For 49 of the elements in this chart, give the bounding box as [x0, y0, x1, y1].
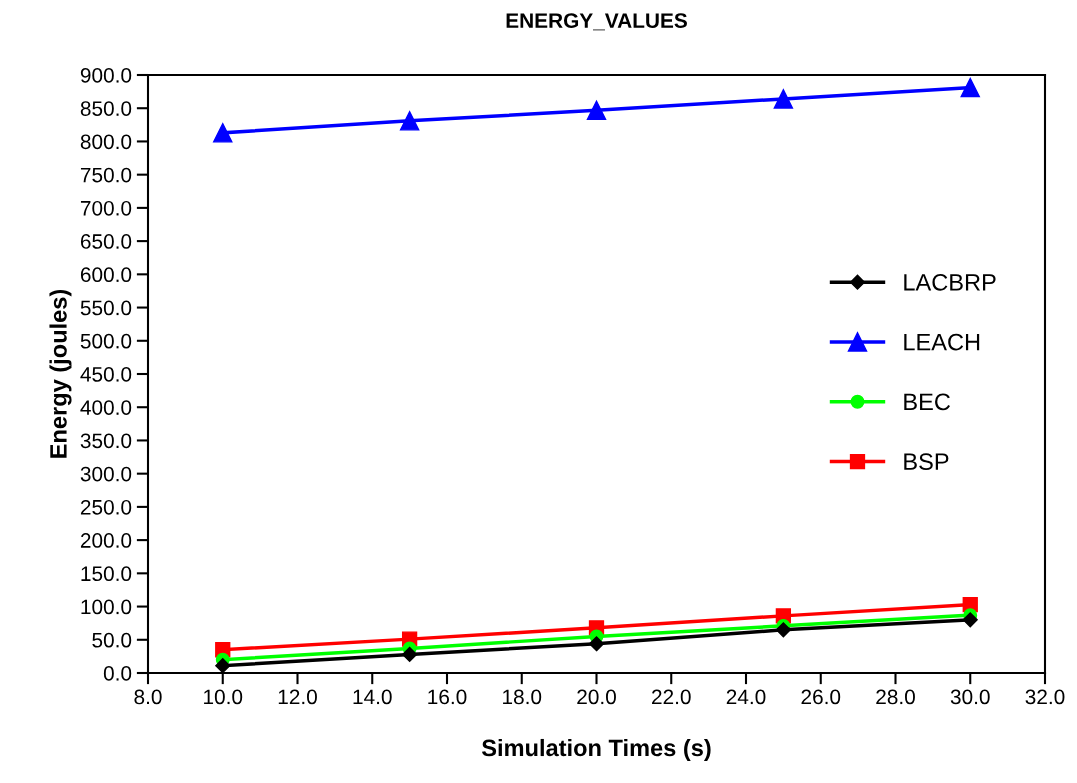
legend-label: BEC: [904, 393, 951, 411]
point: [773, 89, 794, 109]
y-tick-label: 0.0: [103, 666, 132, 681]
y-tick-label: 650.0: [80, 234, 132, 249]
y-tick-label: 600.0: [80, 267, 132, 283]
x-tick-label: 20.0: [577, 689, 616, 705]
point: [588, 636, 605, 652]
x-tick-label: 16.0: [428, 689, 467, 705]
y-tick-label: 400.0: [80, 400, 132, 415]
x-tick-label: 30.0: [950, 689, 990, 705]
point: [215, 658, 231, 674]
x-tick-label: 10.0: [204, 689, 243, 705]
x-tick-label: 24.0: [726, 689, 766, 705]
x-tick-label: 22.0: [652, 689, 691, 705]
y-tick-label: 100.0: [81, 599, 132, 615]
y-tick-label: 150.0: [81, 566, 132, 582]
y-tick-label: 300.0: [80, 466, 132, 482]
x-tick-label: 12.0: [278, 689, 317, 705]
y-tick-label: 700.0: [80, 200, 132, 216]
x-tick-label: 18.0: [503, 689, 542, 705]
x-axis-title: Simulation Times (s): [481, 738, 711, 761]
y-tick-label: 450.0: [80, 367, 132, 382]
y-tick-label: 350.0: [80, 433, 132, 449]
point: [962, 612, 978, 628]
y-tick-label: 50.0: [92, 632, 132, 648]
y-tick-label: 250.0: [80, 499, 132, 515]
y-tick-label: 750.0: [80, 167, 132, 183]
y-tick-label: 550.0: [80, 300, 132, 316]
chart-title: ENERGY_VALUES: [506, 13, 687, 31]
x-tick-label: 32.0: [1025, 689, 1065, 705]
point: [402, 646, 418, 662]
legend-label: LACBRP: [904, 273, 996, 291]
y-tick-label: 850.0: [80, 101, 132, 116]
x-tick-label: 26.0: [801, 689, 841, 705]
y-axis-title: Energy (joules): [49, 289, 72, 458]
point: [960, 77, 980, 98]
point: [586, 100, 607, 120]
x-tick-label: 14.0: [353, 689, 392, 705]
y-tick-label: 800.0: [80, 134, 132, 150]
x-tick-label: 8.0: [134, 689, 162, 705]
legend-label: LEACH: [904, 333, 980, 351]
y-tick-label: 500.0: [80, 333, 132, 349]
y-tick-label: 900.0: [80, 68, 132, 83]
point: [213, 123, 233, 143]
x-tick-label: 28.0: [876, 689, 915, 705]
point: [399, 111, 420, 131]
legend-label: BSP: [904, 453, 949, 471]
point: [775, 622, 791, 638]
y-tick-label: 200.0: [80, 533, 132, 548]
